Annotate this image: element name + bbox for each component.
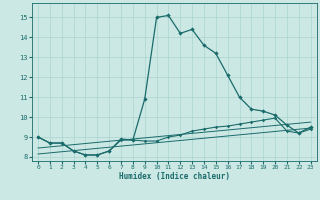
X-axis label: Humidex (Indice chaleur): Humidex (Indice chaleur)	[119, 172, 230, 181]
